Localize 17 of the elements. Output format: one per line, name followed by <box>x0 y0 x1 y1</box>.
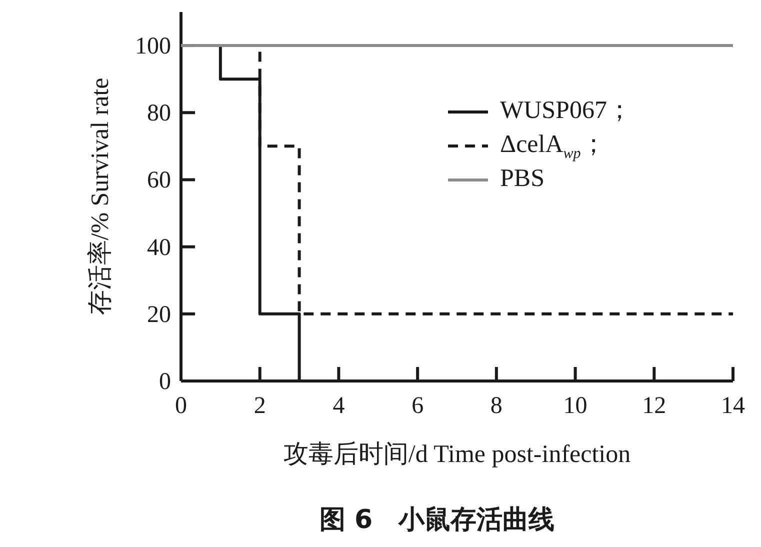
text: 图 6 小鼠存活曲线 <box>319 505 555 535</box>
x-tick-label: 2 <box>254 393 266 419</box>
x-tick-label: 14 <box>721 393 745 419</box>
x-tick-label: 8 <box>490 393 502 419</box>
y-tick-label: 40 <box>147 234 171 261</box>
y-tick-label: 60 <box>147 168 171 194</box>
y-tick-label: 20 <box>147 302 171 328</box>
y-axis-title: 存活率/% Survival rate <box>86 78 114 316</box>
y-tick-label: 100 <box>135 34 171 60</box>
x-tick-label: 10 <box>563 393 588 419</box>
y-tick-label: 80 <box>147 100 171 127</box>
x-tick-label: 6 <box>412 393 424 419</box>
x-tick-label: 0 <box>175 393 187 419</box>
x-tick-label: 12 <box>642 393 666 419</box>
y-tick-label: 0 <box>159 369 171 395</box>
x-tick-label: 4 <box>332 393 345 419</box>
x-axis-title: 攻毒后时间/d Time post-infection <box>283 441 632 468</box>
